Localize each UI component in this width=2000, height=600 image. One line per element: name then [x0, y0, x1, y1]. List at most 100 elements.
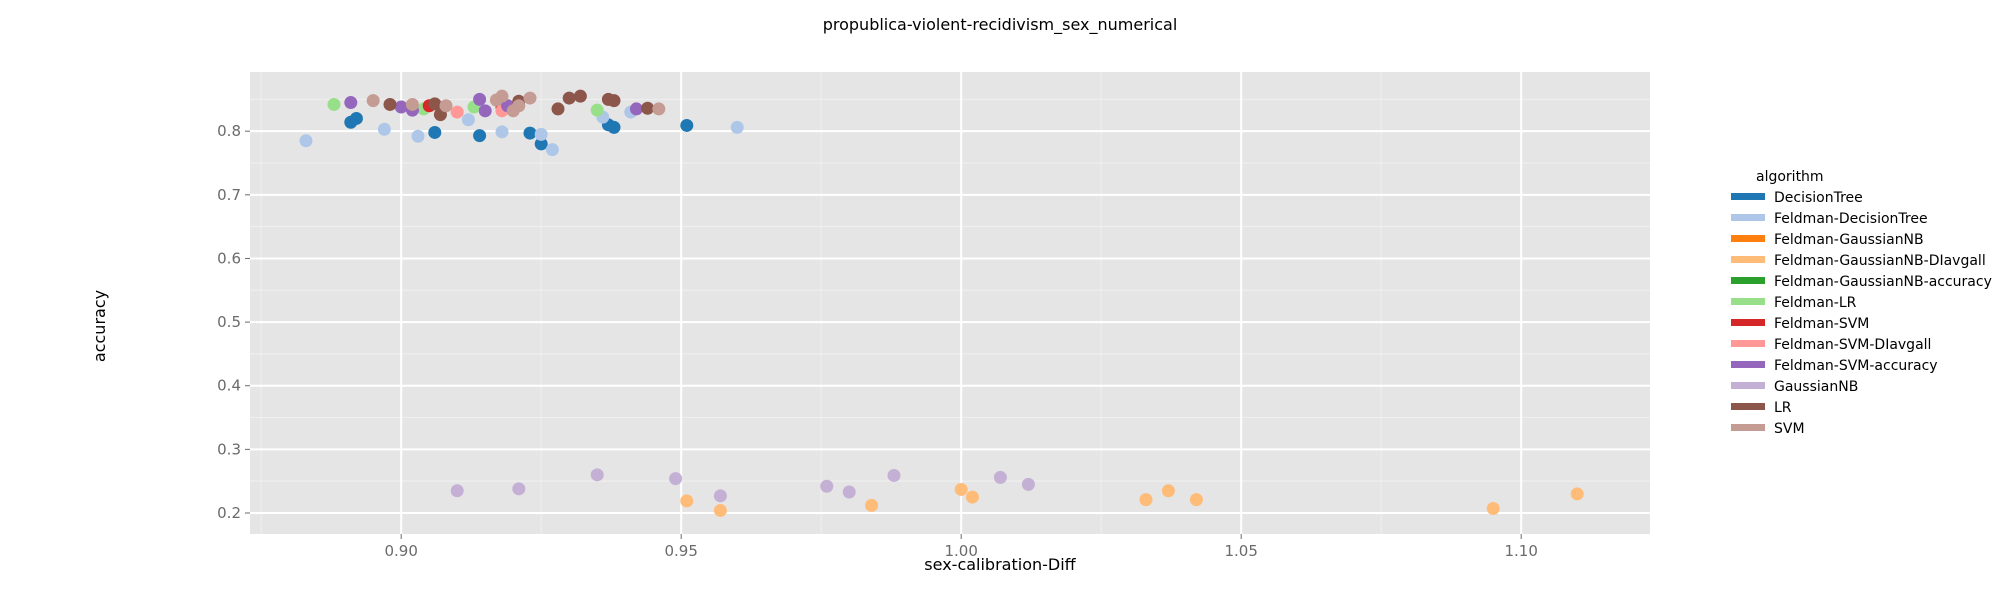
x-tick-label: 1.05 [1224, 542, 1257, 560]
y-tick-label: 0.8 [217, 122, 241, 140]
x-tick-label: 0.95 [664, 542, 697, 560]
data-point [573, 89, 587, 103]
x-tick-label: 1.00 [944, 542, 977, 560]
legend-label: SVM [1774, 421, 1805, 437]
data-point [1189, 493, 1203, 507]
data-point [1139, 493, 1153, 507]
data-point [562, 91, 576, 105]
x-tick-label: 1.10 [1504, 542, 1537, 560]
data-point [1486, 502, 1500, 516]
x-axis-ticks: 0.90 0.95 1.00 1.05 1.10 [384, 534, 1538, 560]
data-point [1021, 477, 1035, 491]
data-point [428, 125, 442, 139]
data-point [473, 129, 487, 143]
data-point [377, 122, 391, 136]
data-point [680, 494, 694, 508]
y-tick-label: 0.5 [217, 313, 241, 331]
x-axis-title: sex-calibration-Diff [924, 555, 1076, 574]
legend-swatch [1731, 214, 1765, 221]
data-point [405, 97, 419, 111]
legend-swatch [1731, 277, 1765, 284]
legend-label: Feldman-SVM-accuracy [1774, 358, 1938, 374]
data-point [641, 101, 655, 115]
data-point [1161, 484, 1175, 498]
data-point [344, 96, 358, 110]
legend-label: Feldman-GaussianNB [1774, 232, 1924, 248]
data-point [954, 482, 968, 496]
legend-label: Feldman-SVM-DIavgall [1774, 337, 1931, 353]
data-point [349, 111, 363, 125]
y-tick-label: 0.2 [217, 504, 241, 522]
data-point [680, 118, 694, 132]
legend-swatch [1731, 361, 1765, 368]
data-point [590, 103, 604, 117]
data-point [652, 102, 666, 116]
legend-swatch [1731, 235, 1765, 242]
legend-label: Feldman-SVM [1774, 316, 1869, 332]
legend-swatch [1731, 298, 1765, 305]
data-point [887, 468, 901, 482]
y-tick-label: 0.3 [217, 440, 241, 458]
legend-label: Feldman-DecisionTree [1774, 211, 1928, 227]
chart-title: propublica-violent-recidivism_sex_numeri… [823, 15, 1178, 35]
y-tick-label: 0.7 [217, 186, 241, 204]
data-point [512, 99, 526, 113]
data-point [450, 105, 464, 119]
legend-label: Feldman-GaussianNB-accuracy [1774, 274, 1992, 290]
data-point [629, 102, 643, 116]
data-point [495, 89, 509, 103]
legend-label: Feldman-LR [1774, 295, 1857, 311]
data-point [411, 129, 425, 143]
data-point [842, 485, 856, 499]
legend-label: DecisionTree [1774, 190, 1863, 206]
legend: algorithm DecisionTree Feldman-DecisionTr… [1731, 169, 1992, 437]
data-point [865, 498, 879, 512]
data-point [512, 482, 526, 496]
data-point [523, 91, 537, 105]
legend-swatch [1731, 403, 1765, 410]
data-point [461, 113, 475, 127]
data-point [473, 92, 487, 106]
data-point [534, 127, 548, 141]
legend-swatch [1731, 256, 1765, 263]
x-tick-label: 0.90 [384, 542, 417, 560]
data-point [551, 102, 565, 116]
data-point [495, 125, 509, 139]
y-axis-ticks: 0.2 0.3 0.4 0.5 0.6 0.7 0.8 [217, 122, 250, 522]
legend-swatch [1731, 382, 1765, 389]
legend-swatch [1731, 319, 1765, 326]
data-point [428, 97, 442, 111]
data-point [607, 94, 621, 108]
legend-swatch [1731, 424, 1765, 431]
legend-label: LR [1774, 400, 1792, 416]
legend-swatch [1731, 340, 1765, 347]
legend-label: Feldman-GaussianNB-DIavgall [1774, 253, 1986, 269]
data-point [523, 126, 537, 140]
plot-background [250, 72, 1650, 534]
data-point [383, 97, 397, 111]
y-axis-title: accuracy [90, 290, 109, 362]
data-point [993, 470, 1007, 484]
data-point [439, 99, 453, 113]
data-point [730, 120, 744, 134]
data-point [607, 120, 621, 134]
data-point [713, 503, 727, 517]
data-points [299, 89, 1584, 517]
data-point [534, 137, 548, 151]
data-point [713, 489, 727, 503]
data-point [327, 97, 341, 111]
data-point [669, 472, 683, 486]
data-point [299, 134, 313, 148]
legend-swatch [1731, 193, 1765, 200]
data-point [478, 104, 492, 118]
data-point [820, 479, 834, 493]
data-point [450, 484, 464, 498]
data-point [965, 490, 979, 504]
y-tick-label: 0.4 [217, 377, 241, 395]
legend-title: algorithm [1756, 169, 1824, 185]
data-point [366, 94, 380, 108]
legend-label: GaussianNB [1774, 379, 1858, 395]
data-point [590, 468, 604, 482]
data-point [1570, 487, 1584, 501]
